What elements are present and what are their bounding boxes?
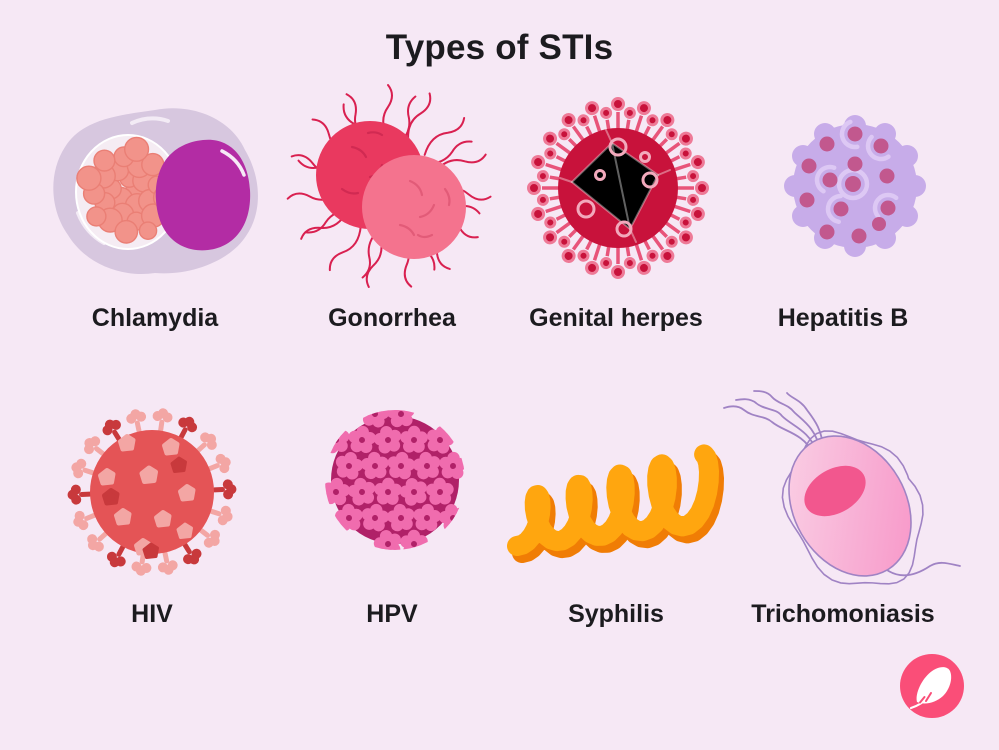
page-title: Types of STIs — [385, 28, 614, 67]
chlamydia-nucleus — [155, 139, 251, 251]
capsid-facet-lines — [559, 129, 671, 243]
gonorrhea-illustration — [286, 84, 493, 289]
sti-item-hiv — [67, 405, 237, 579]
coil-main — [507, 444, 719, 556]
syphilis-illustration — [507, 444, 724, 563]
nucleus-highlight — [220, 149, 246, 177]
hiv-illustration — [67, 406, 237, 578]
hepb-antigen-dots — [799, 126, 896, 244]
sti-item-syphilis — [505, 444, 725, 565]
sti-item-hepatitis-b — [775, 106, 935, 266]
sti-item-chlamydia — [40, 95, 270, 285]
hepatitis-b-illustration — [784, 115, 926, 257]
feather-slits — [919, 692, 932, 704]
sti-item-hpv — [315, 400, 475, 560]
trich-membrane — [781, 430, 924, 585]
sti-item-trichomoniasis — [722, 388, 962, 588]
label-hpv: HPV — [366, 600, 418, 628]
trich-nucleus — [804, 465, 866, 517]
hpv-illustration — [325, 410, 465, 550]
gonorrhea-coccus-light — [362, 155, 466, 259]
sti-item-genital-herpes — [518, 86, 718, 291]
genital-herpes-illustration — [526, 96, 710, 280]
trichomoniasis-illustration — [723, 390, 961, 585]
label-syphilis: Syphilis — [568, 600, 664, 628]
sti-item-gonorrhea — [282, 84, 497, 290]
label-genital-herpes: Genital herpes — [529, 304, 703, 332]
label-hepatitis-b: Hepatitis B — [777, 304, 909, 332]
feather-icon — [916, 667, 952, 704]
chlamydia-illustration — [53, 108, 258, 274]
label-hiv: HIV — [131, 600, 173, 628]
trich-flagella — [723, 390, 824, 455]
trich-tail-flagellum — [886, 561, 961, 577]
coccus-light-texture — [398, 179, 451, 239]
flo-logo-icon — [900, 654, 964, 718]
label-trichomoniasis: Trichomoniasis — [751, 600, 935, 628]
label-chlamydia: Chlamydia — [91, 304, 219, 332]
capsid-ring-particles — [576, 137, 659, 238]
label-gonorrhea: Gonorrhea — [328, 304, 456, 332]
brand-logo — [900, 654, 964, 718]
chlamydia-inclusion-bodies — [76, 136, 178, 244]
feather-quill — [909, 696, 929, 710]
syphilis-coil — [507, 444, 724, 563]
